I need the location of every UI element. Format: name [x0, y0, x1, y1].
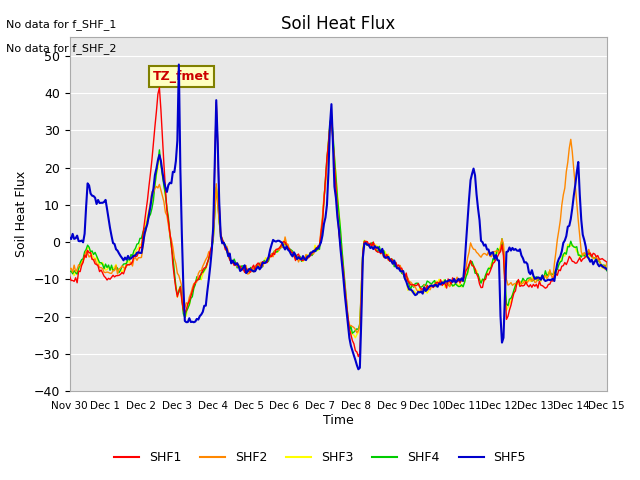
SHF4	[66, 269, 74, 275]
SHF1	[132, 254, 140, 260]
SHF1	[245, 269, 253, 275]
SHF1	[355, 354, 362, 360]
SHF2	[301, 257, 308, 263]
Y-axis label: Soil Heat Flux: Soil Heat Flux	[15, 171, 28, 257]
SHF5	[603, 266, 611, 272]
SHF5	[227, 261, 235, 266]
Line: SHF4: SHF4	[70, 117, 607, 333]
SHF3	[244, 266, 252, 272]
SHF4	[328, 114, 335, 120]
SHF2	[353, 330, 361, 336]
Legend: SHF1, SHF2, SHF3, SHF4, SHF5: SHF1, SHF2, SHF3, SHF4, SHF5	[109, 446, 531, 469]
Text: TZ_fmet: TZ_fmet	[153, 70, 210, 83]
Line: SHF1: SHF1	[70, 88, 607, 357]
Title: Soil Heat Flux: Soil Heat Flux	[281, 15, 396, 33]
Line: SHF5: SHF5	[70, 64, 607, 369]
SHF5	[245, 266, 253, 272]
SHF4	[349, 330, 356, 336]
SHF3	[351, 335, 359, 341]
SHF1	[302, 255, 310, 261]
X-axis label: Time: Time	[323, 414, 353, 427]
SHF4	[576, 252, 584, 258]
SHF1	[227, 259, 235, 264]
SHF1	[156, 85, 163, 91]
Line: SHF2: SHF2	[70, 120, 607, 333]
SHF2	[226, 254, 234, 260]
SHF5	[66, 235, 74, 240]
SHF3	[603, 265, 611, 271]
SHF5	[576, 192, 584, 197]
SHF5	[302, 257, 310, 263]
SHF2	[576, 233, 584, 239]
SHF2	[328, 117, 335, 123]
SHF3	[66, 266, 74, 272]
SHF2	[244, 271, 252, 277]
SHF1	[66, 274, 74, 279]
SHF3	[253, 264, 260, 269]
Line: SHF3: SHF3	[70, 120, 607, 338]
SHF4	[301, 257, 308, 263]
SHF3	[226, 257, 234, 263]
SHF4	[244, 269, 252, 275]
SHF1	[576, 255, 584, 261]
SHF2	[132, 255, 140, 261]
SHF2	[253, 262, 260, 267]
SHF2	[603, 260, 611, 266]
SHF3	[328, 118, 335, 123]
SHF4	[603, 268, 611, 274]
SHF5	[132, 252, 140, 258]
SHF5	[175, 61, 182, 67]
SHF5	[254, 264, 262, 270]
Text: No data for f_SHF_2: No data for f_SHF_2	[6, 43, 117, 54]
SHF2	[66, 266, 74, 272]
SHF1	[254, 260, 262, 266]
SHF5	[355, 366, 362, 372]
SHF1	[603, 259, 611, 265]
SHF4	[253, 263, 260, 269]
SHF4	[132, 245, 140, 251]
SHF3	[576, 256, 584, 262]
Text: No data for f_SHF_1: No data for f_SHF_1	[6, 19, 116, 30]
SHF4	[226, 256, 234, 262]
SHF3	[301, 256, 308, 262]
SHF3	[132, 249, 140, 254]
